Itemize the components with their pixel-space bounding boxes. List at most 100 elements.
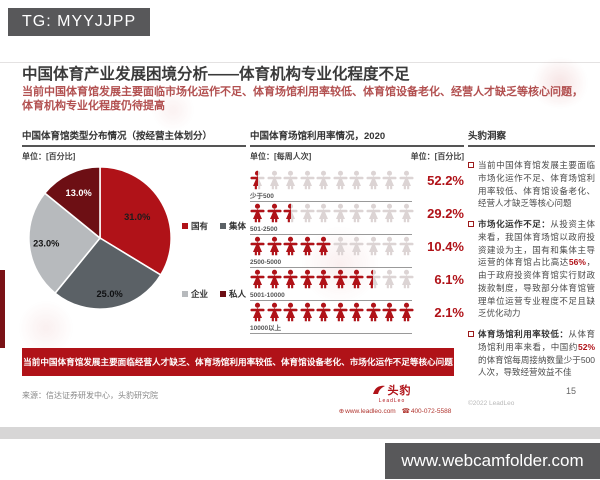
pie-value-label: 25.0%: [97, 289, 123, 299]
insight-bullet: 市场化运作不足：从投资主体来看，我国体育场馆以政府投资建设为主，国有和集体主导运…: [468, 218, 595, 320]
bottom-gray-strip: [0, 427, 600, 439]
category-label: 2500-5000: [250, 259, 282, 266]
legend-label: 集体: [228, 221, 246, 231]
person-icon: [349, 203, 364, 223]
legend-swatch: [219, 291, 226, 297]
percentage-value: 2.1%: [434, 305, 464, 320]
leadleo-logo-block: 头豹 LeadLeo ⊕www.leadleo.com ☎400-072-5588: [332, 382, 452, 415]
person-icon-strip: [250, 170, 414, 190]
slide-subtitle: 当前中国体育馆发展主要面临市场化运作不足、体育场馆利用率较低、体育馆设备老化、经…: [22, 86, 583, 113]
person-icon: [365, 203, 381, 223]
person-icon: [250, 203, 265, 223]
watermark-logo: [150, 90, 196, 130]
watermark-logo: [528, 60, 592, 106]
category-axis-line: 2500-5000: [250, 256, 412, 268]
pie-chart-unit: 单位：[百分比]: [22, 152, 76, 161]
person-icon: [299, 170, 315, 190]
person-icon: [382, 302, 397, 322]
legend-swatch: [181, 223, 188, 229]
person-icon: [283, 302, 298, 322]
legend-item: 集体: [219, 220, 246, 232]
pie-chart-block: 中国体育馆类型分布情况（按经营主体划分） 单位：[百分比] 31.0% 25.0%…: [22, 128, 246, 354]
person-icon: [349, 236, 364, 256]
pie-chart: 31.0% 25.0% 23.0% 13.0%: [28, 166, 172, 310]
person-icon: [299, 236, 315, 256]
legend-swatch: [219, 223, 226, 229]
person-icon: [316, 170, 331, 190]
percentage-value: 29.2%: [427, 206, 464, 221]
utilization-row: 2500-5000 10.4%: [250, 236, 464, 269]
person-icon: [365, 170, 381, 190]
category-label: 5001-10000: [250, 292, 285, 299]
copyright-note: ©2022 LeadLeo: [468, 400, 515, 407]
category-label: 501-2500: [250, 226, 278, 233]
legend-item: 私人: [219, 288, 246, 300]
person-icon: [398, 302, 414, 322]
leadleo-website: www.leadleo.com: [345, 408, 396, 415]
person-icon: [349, 269, 364, 289]
legend-item: 企业: [181, 288, 208, 300]
category-axis-line: 少于500: [250, 190, 412, 202]
person-icon: [316, 203, 331, 223]
person-icon: [332, 203, 348, 223]
pie-legend: 国有 集体企业 私人: [181, 220, 246, 300]
person-icon: [283, 203, 298, 223]
person-icon: [382, 236, 397, 256]
insight-bullet-text: 体育场馆利用率较低：从体育场馆利用率来看，中国约52%的体育馆每周接纳数量少于5…: [478, 329, 595, 378]
bullet-square-icon: [468, 221, 474, 227]
pie-value-label: 31.0%: [124, 212, 150, 222]
person-icon: [398, 236, 414, 256]
presentation-slide: 中国体育产业发展困境分析——体育机构专业化程度不足 当前中国体育馆发展主要面临市…: [10, 56, 595, 438]
conclusion-banner: 当前中国体育馆发展主要面临经营人才缺乏、体育场馆利用率较低、体育馆设备老化、市场…: [22, 348, 454, 376]
person-icon: [283, 236, 298, 256]
insight-bullet: 当前中国体育馆发展主要面临市场化运作不足、体育场馆利用率较低、体育馆设备老化、经…: [468, 159, 595, 210]
source-note: 来源：信达证券研发中心，头豹研究院: [22, 391, 158, 400]
leadleo-logo-text: 头豹: [387, 385, 412, 397]
person-icon-strip: [250, 269, 414, 289]
person-icon: [365, 269, 381, 289]
person-icon: [299, 269, 315, 289]
slide-title: 中国体育产业发展困境分析——体育机构专业化程度不足: [22, 66, 410, 83]
person-icon: [332, 236, 348, 256]
person-icon-strip: [250, 203, 414, 223]
person-icon: [349, 170, 364, 190]
utilization-row: 10000以上 2.1%: [250, 302, 464, 335]
person-icon: [250, 170, 265, 190]
person-icon: [382, 170, 397, 190]
person-icon: [332, 269, 348, 289]
insight-header: 头豹洞察: [468, 128, 595, 147]
person-icon-strip: [250, 302, 414, 322]
leadleo-phone: 400-072-5588: [410, 408, 452, 415]
pie-value-label: 13.0%: [66, 188, 92, 198]
person-icon: [349, 302, 364, 322]
category-label: 10000以上: [250, 325, 282, 332]
utilization-chart-title: 中国体育场馆利用率情况，2020: [250, 128, 464, 147]
leadleo-logo-icon: [372, 385, 385, 394]
person-icon: [266, 269, 282, 289]
pie-value-label: 23.0%: [33, 238, 59, 248]
person-icon: [316, 269, 331, 289]
percentage-value: 6.1%: [434, 272, 464, 287]
telegram-watermark-badge: TG: MYYJJPP: [8, 8, 151, 36]
person-icon: [365, 236, 381, 256]
person-icon: [332, 302, 348, 322]
bullet-square-icon: [468, 331, 474, 337]
person-icon: [250, 236, 265, 256]
utilization-chart-block: 中国体育场馆利用率情况，2020 单位：[每周人次] 单位：[百分比] 少于50…: [250, 128, 464, 335]
percentage-value: 52.2%: [427, 173, 464, 188]
person-icon: [250, 302, 265, 322]
person-icon: [332, 170, 348, 190]
pie-chart-title: 中国体育馆类型分布情况（按经营主体划分）: [22, 128, 246, 147]
person-icon: [266, 203, 282, 223]
person-icon: [266, 302, 282, 322]
legend-item: 国有: [181, 220, 208, 232]
insight-bullet: 体育场馆利用率较低：从体育场馆利用率来看，中国约52%的体育馆每周接纳数量少于5…: [468, 328, 595, 379]
left-edge-strip: [0, 270, 5, 348]
slide-top-edge: [0, 62, 600, 63]
legend-label: 私人: [228, 289, 246, 299]
percentage-value: 10.4%: [427, 239, 464, 254]
pie-slice-集体: [54, 236, 162, 310]
utilization-row: 501-2500 29.2%: [250, 203, 464, 236]
person-icon: [398, 269, 414, 289]
utilization-rows: 少于500 52.2% 501-2500 29.2% 2500-5000 10.4% 500…: [250, 170, 464, 335]
